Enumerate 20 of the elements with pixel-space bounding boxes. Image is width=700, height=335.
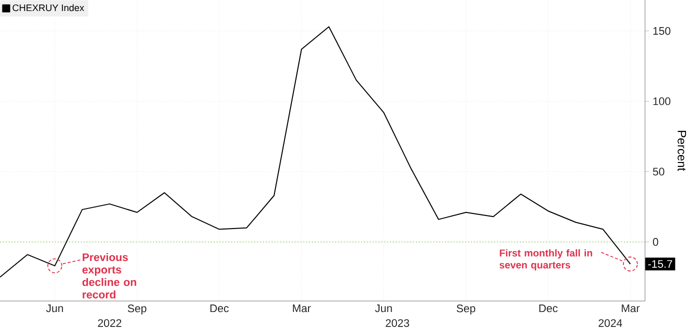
text: 2023 <box>386 319 410 327</box>
y-tick-label: 50 <box>652 168 664 176</box>
y-tick-label: 0 <box>652 238 658 246</box>
x-tick-label: Jun <box>375 304 392 312</box>
text: 2024 <box>598 319 622 327</box>
data-label: -15.7 <box>648 260 672 268</box>
legend-label: CHEXRUY Index <box>12 4 84 12</box>
text: 2022 <box>98 319 122 327</box>
x-tick-label: Jun <box>46 304 63 312</box>
y-axis-title: Percent <box>678 130 686 172</box>
y-tick-label: 100 <box>653 97 670 106</box>
annotation: Previous exports decline on record <box>82 253 136 298</box>
x-tick-label: Mar <box>622 304 640 312</box>
x-tick-label: Mar <box>292 304 311 312</box>
y-tick-label: 150 <box>653 27 670 35</box>
x-tick-label: Dec <box>539 304 558 312</box>
x-tick-label: Sep <box>456 304 476 314</box>
x-tick-label: Sep <box>128 304 146 314</box>
annotation: First monthly fall in seven quarters <box>500 249 592 270</box>
x-tick-label: Dec <box>210 304 229 312</box>
